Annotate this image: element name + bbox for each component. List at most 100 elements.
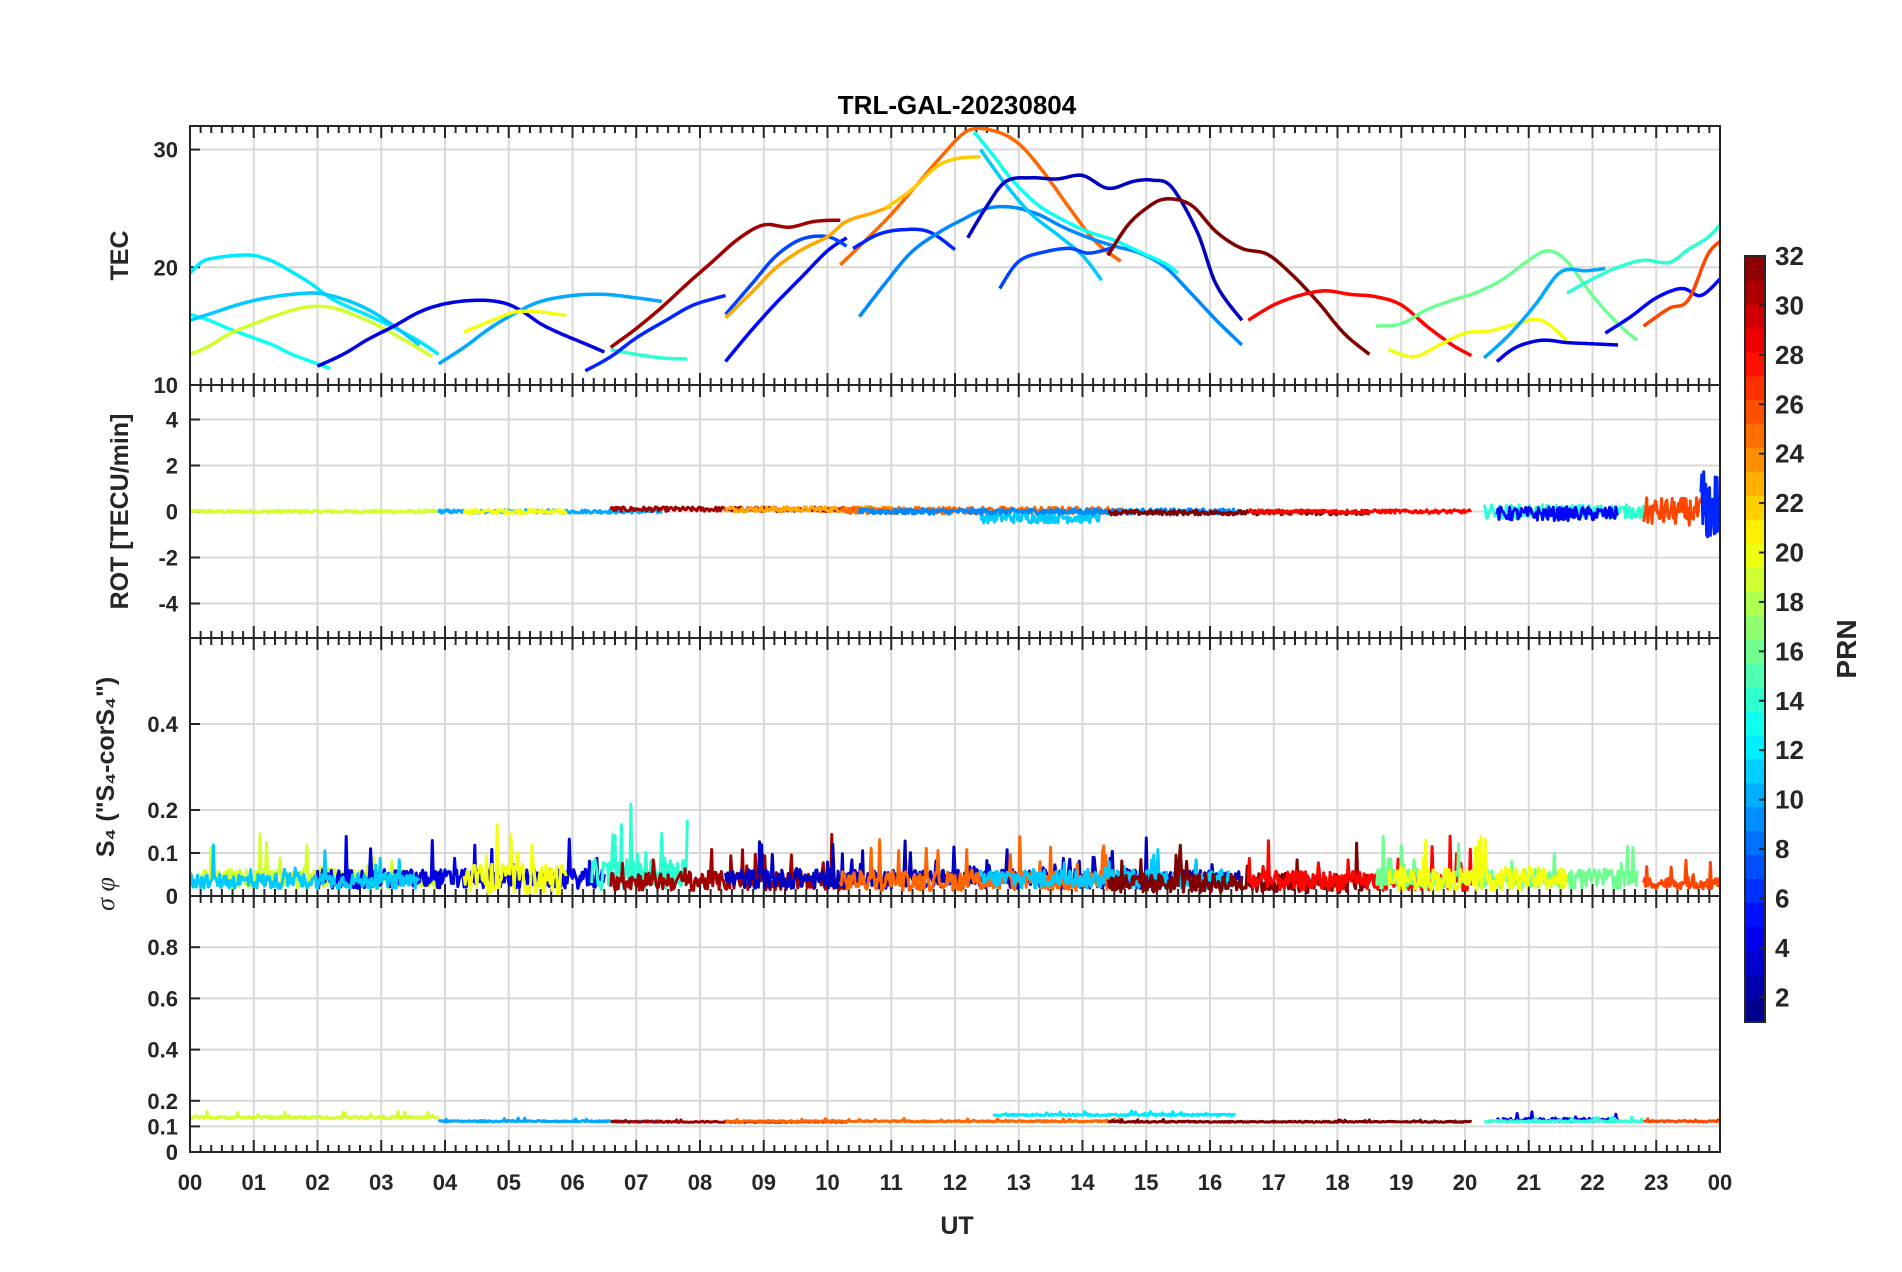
plot-area <box>190 470 1720 539</box>
colorbar-tick-label: 4 <box>1775 933 1790 963</box>
x-tick-label: 07 <box>624 1170 648 1195</box>
colorbar-band <box>1745 399 1765 425</box>
x-tick-label: 18 <box>1325 1170 1349 1195</box>
x-tick-label: 00 <box>1708 1170 1732 1195</box>
tec-series-line <box>979 148 1104 282</box>
x-axis-label: UT <box>940 1212 973 1240</box>
colorbar-band <box>1745 686 1765 712</box>
x-tick-label: 05 <box>497 1170 521 1195</box>
colorbar-band <box>1745 662 1765 688</box>
tec-series-line <box>1642 240 1720 328</box>
colorbar-tick-label: 32 <box>1775 241 1804 271</box>
colorbar-band <box>1745 830 1765 856</box>
tec-series-line <box>1482 266 1606 360</box>
tec-series-line <box>1106 197 1371 356</box>
tec-series-line <box>852 227 957 251</box>
colorbar-band <box>1745 495 1765 520</box>
colorbar-tick-label: 22 <box>1775 488 1804 518</box>
y-axis-label: σ φ <box>91 877 120 911</box>
colorbar-band <box>1745 782 1765 808</box>
colorbar-band <box>1745 639 1765 664</box>
x-tick-label: 04 <box>433 1170 458 1195</box>
colorbar-band <box>1745 543 1765 568</box>
x-tick-label: 01 <box>242 1170 266 1195</box>
colorbar-tick-label: 16 <box>1775 636 1804 666</box>
x-tick-label: 23 <box>1644 1170 1668 1195</box>
colorbar-band <box>1745 974 1765 999</box>
y-tick-label: 0.1 <box>147 841 178 866</box>
colorbar-tick-label: 26 <box>1775 389 1804 419</box>
colorbar-tick-label: 10 <box>1775 785 1804 815</box>
tec-series-line <box>584 293 726 373</box>
colorbar-band <box>1745 591 1765 616</box>
y-tick-label: 0 <box>166 884 178 909</box>
y-tick-label: 0.1 <box>147 1114 178 1139</box>
colorbar-band <box>1745 734 1765 760</box>
tec-series-line <box>190 304 434 359</box>
colorbar-band <box>1745 998 1765 1023</box>
s4-series-line <box>462 823 568 896</box>
colorbar-band <box>1745 375 1765 401</box>
colorbar-band <box>1745 854 1765 879</box>
panel-frame <box>189 895 1721 1153</box>
colorbar-band <box>1745 615 1765 640</box>
x-tick-label: 12 <box>943 1170 967 1195</box>
colorbar-tick-label: 24 <box>1775 439 1804 469</box>
y-tick-label: 10 <box>154 373 178 398</box>
x-tick-label: 10 <box>815 1170 839 1195</box>
x-tick-label: 11 <box>880 1170 903 1195</box>
sigma-series-line <box>190 1109 440 1121</box>
x-tick-label: 15 <box>1134 1170 1158 1195</box>
y-tick-label: 0.4 <box>147 712 178 737</box>
colorbar-band <box>1745 351 1765 377</box>
colorbar-band <box>1745 279 1765 305</box>
colorbar-band <box>1745 806 1765 832</box>
tec-series-line <box>1495 338 1619 363</box>
colorbar-band <box>1745 256 1765 281</box>
colorbar-band <box>1745 471 1765 496</box>
colorbar-band <box>1745 926 1765 951</box>
y-tick-label: 0.2 <box>147 798 178 823</box>
tec-series-line <box>1566 223 1720 295</box>
x-tick-label: 16 <box>1198 1170 1222 1195</box>
tec-series-line <box>858 204 1244 347</box>
tec-series-line <box>998 245 1115 290</box>
colorbar-band <box>1745 567 1765 592</box>
panel-s4: 0 0.1 0.2 0.4 S₄ ("S₄-corS₄") <box>92 637 1721 909</box>
sigma-series-line <box>992 1109 1237 1118</box>
rot-series-line <box>1247 508 1472 515</box>
colorbar-tick-label: 30 <box>1775 290 1804 320</box>
tec-series-line <box>724 204 892 320</box>
colorbar-tick-label: 18 <box>1775 587 1804 617</box>
y-axis-label: TEC <box>106 231 134 281</box>
y-tick-label: 0 <box>166 1140 178 1165</box>
colorbar-tick-label: 20 <box>1775 538 1804 568</box>
y-tick-label: 0.6 <box>147 986 178 1011</box>
s4-series-line <box>190 843 421 891</box>
colorbar-frame <box>1744 255 1766 1023</box>
tec-series-line <box>724 234 848 316</box>
colorbar-band <box>1745 327 1765 353</box>
colorbar-band <box>1745 447 1765 473</box>
tec-series-line <box>437 292 663 366</box>
tec-series-line <box>463 309 567 334</box>
x-tick-label: 22 <box>1580 1170 1604 1195</box>
rot-series-line <box>1495 505 1620 523</box>
x-tick-label: 00 <box>178 1170 202 1195</box>
colorbar-band <box>1745 950 1765 975</box>
y-tick-label: 0.2 <box>147 1089 178 1114</box>
y-tick-label: 0.8 <box>147 935 178 960</box>
colorbar-tick-label: 2 <box>1775 982 1789 1012</box>
tec-series-line <box>190 312 331 371</box>
s4-series-line <box>1106 841 1371 894</box>
rot-series-line <box>190 508 440 515</box>
s4-series-line <box>979 848 1231 890</box>
plot-area <box>190 1109 1720 1124</box>
plot-area <box>190 126 1720 373</box>
tec-series-line <box>1375 249 1639 342</box>
colorbar-band <box>1745 423 1765 449</box>
y-tick-label: -4 <box>158 592 178 617</box>
sigma-series-line <box>1107 1117 1473 1124</box>
